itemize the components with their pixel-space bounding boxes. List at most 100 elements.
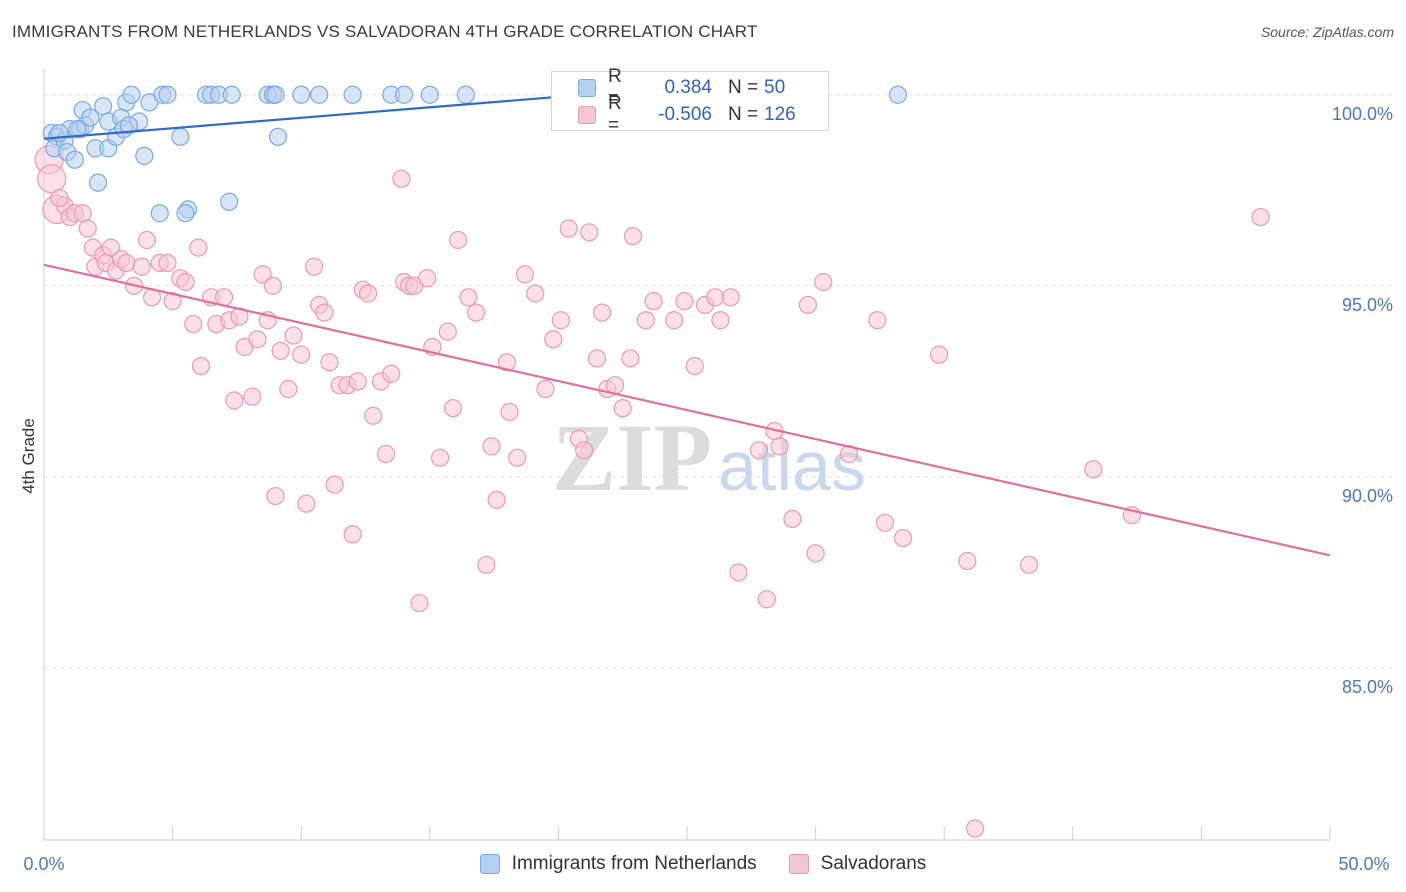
legend-swatch-pink — [578, 106, 596, 124]
salvadoran-point — [526, 284, 545, 303]
salvadoran-point — [929, 345, 949, 364]
y-tick-label: 95.0% — [1342, 295, 1393, 315]
salvadoran-point — [50, 188, 69, 208]
salvadoran-point — [515, 265, 535, 284]
salvadoran-point — [284, 326, 303, 345]
salvadoran-point — [248, 330, 267, 349]
netherlands-point — [94, 97, 113, 116]
salvadoran-trend-line — [43, 263, 1331, 557]
salvadoran-point — [325, 475, 344, 494]
netherlands-point — [150, 204, 169, 223]
salvadoran-point — [459, 288, 478, 307]
netherlands-point — [171, 127, 190, 146]
netherlands-trend-line — [43, 93, 585, 140]
salvadoran-point — [958, 551, 977, 571]
netherlands-point — [68, 120, 87, 139]
netherlands-point — [88, 173, 108, 192]
legend-label-netherlands: Immigrants from Netherlands — [511, 853, 757, 874]
salvadoran-point — [430, 448, 450, 467]
salvadoran-point — [448, 230, 468, 250]
salvadoran-point — [798, 295, 817, 315]
salvadoran-point — [477, 555, 496, 574]
salvadoran-point — [814, 272, 833, 292]
netherlands-point — [119, 116, 138, 135]
salvadoran-point — [176, 272, 195, 292]
trend-lines — [43, 93, 1331, 557]
salvadoran-point — [184, 314, 203, 334]
chart-source: Source: ZipAtlas.com — [1260, 24, 1394, 40]
legend-n-label: N = — [728, 104, 759, 125]
netherlands-point — [268, 127, 288, 146]
salvadoran-point — [78, 219, 97, 238]
salvadoran-point — [438, 322, 457, 341]
legend-item-netherlands[interactable]: Immigrants from Netherlands — [479, 853, 757, 875]
netherlands-point — [456, 85, 475, 104]
salvadoran-point — [73, 204, 92, 223]
salvadoran-point — [839, 444, 859, 464]
x-tick-label-max: 50.0% — [1338, 854, 1389, 874]
salvadoran-point — [685, 356, 704, 376]
grid-layer — [44, 94, 1392, 669]
salvadoran-point — [101, 238, 120, 257]
salvadoran-point — [508, 448, 527, 467]
salvadoran-point — [364, 406, 383, 425]
legend-item-salvadorans[interactable]: Salvadorans — [788, 853, 926, 875]
x-tick-label-min: 0.0% — [23, 854, 64, 874]
salvadoran-point — [644, 292, 663, 311]
salvadoran-point — [721, 288, 740, 307]
salvadoran-point — [158, 253, 177, 273]
salvadoran-point — [243, 387, 262, 406]
legend-swatch-blue — [578, 79, 596, 97]
salvadoran-point — [757, 590, 776, 609]
legend-r-value: 0.384 — [664, 77, 712, 98]
netherlands-point — [222, 85, 241, 104]
salvadoran-point — [315, 303, 334, 322]
salvadoran-point — [392, 169, 411, 188]
salvadoran-point — [1019, 555, 1039, 574]
netherlands-point — [176, 204, 195, 223]
salvadoran-point — [418, 269, 437, 288]
series-legend: Immigrants from Netherlands Salvadorans — [0, 852, 1406, 876]
salvadoran-point — [271, 341, 290, 360]
salvadoran-point — [358, 284, 378, 303]
salvadoran-point — [482, 437, 501, 456]
salvadoran-point — [189, 238, 208, 257]
netherlands-point — [135, 146, 154, 166]
salvadoran-point — [593, 303, 612, 322]
salvadoran-point — [320, 353, 339, 372]
netherlands-point — [81, 108, 100, 127]
salvadoran-point — [348, 372, 367, 391]
salvadoran-point — [868, 311, 887, 330]
y-tick-label: 85.0% — [1342, 677, 1393, 697]
salvadoran-point — [132, 257, 151, 276]
legend-n-value: 126 — [764, 104, 796, 125]
salvadoran-point — [770, 437, 789, 456]
salvadoran-point — [117, 253, 136, 273]
salvadoran-point — [497, 353, 517, 372]
legend-row-salvadorans: R = -0.506 N = 126 — [552, 93, 796, 136]
y-tick-label: 100.0% — [1332, 104, 1393, 124]
salvadoran-point — [623, 227, 643, 246]
correlation-legend: R = 0.384 N = 50 R = -0.506 N = 126 — [551, 66, 829, 136]
salvadoran-point — [500, 402, 519, 422]
axis-labels: 100.0% 95.0% 90.0% 85.0% 0.0% 50.0% — [23, 104, 1393, 874]
salvadoran-point — [893, 528, 913, 548]
salvadoran-point — [675, 292, 694, 311]
salvadoran-point — [706, 288, 725, 307]
salvadoran-point — [37, 164, 67, 194]
salvadoran-point — [382, 364, 401, 383]
legend-row-netherlands: R = 0.384 N = 50 — [552, 66, 785, 109]
salvadoran-point — [783, 509, 802, 529]
salvadoran-point — [443, 399, 463, 418]
salvadoran-point — [410, 593, 429, 613]
salvadoran-point — [225, 391, 244, 410]
netherlands-point — [394, 85, 414, 104]
legend-r-label: R = — [608, 93, 622, 136]
salvadoran-point — [806, 544, 825, 563]
salvadoran-point — [279, 379, 298, 399]
salvadoran-point — [711, 311, 730, 330]
salvadoran-point — [875, 513, 895, 532]
salvadoran-point — [536, 379, 555, 399]
netherlands-point — [266, 85, 285, 104]
salvadoran-point — [621, 349, 640, 368]
